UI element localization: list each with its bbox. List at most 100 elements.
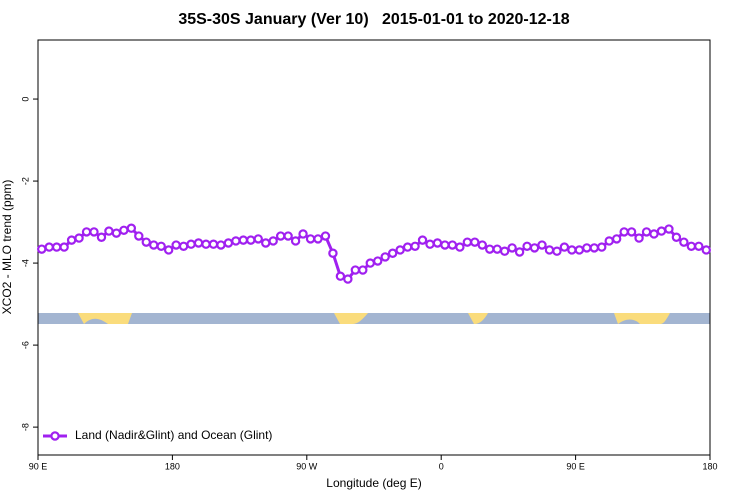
data-point xyxy=(253,234,263,244)
data-point xyxy=(343,274,353,284)
data-point xyxy=(149,240,159,250)
data-point xyxy=(231,236,241,246)
data-point xyxy=(492,244,502,254)
x-axis-label: Longitude (deg E) xyxy=(326,476,421,490)
data-point xyxy=(380,252,390,262)
data-point xyxy=(582,243,592,253)
data-point xyxy=(552,246,562,256)
data-point xyxy=(216,240,226,250)
data-point xyxy=(134,231,144,241)
data-point xyxy=(567,245,577,255)
data-point xyxy=(507,243,517,253)
data-point xyxy=(470,237,480,247)
data-point xyxy=(664,224,674,234)
data-point xyxy=(447,240,458,250)
data-point xyxy=(589,243,599,253)
data-point xyxy=(544,245,555,255)
y-tick-label: -6 xyxy=(20,341,30,349)
data-point xyxy=(417,235,428,245)
data-point xyxy=(365,258,375,268)
data-point xyxy=(350,265,361,275)
data-point xyxy=(485,244,495,254)
data-point xyxy=(126,223,137,233)
data-point xyxy=(44,242,54,252)
data-point xyxy=(619,227,629,237)
y-tick-label: 0 xyxy=(20,97,30,102)
data-point xyxy=(186,239,196,249)
data-point xyxy=(410,241,420,251)
chart-title: 35S-30S January (Ver 10) 2015-01-01 to 2… xyxy=(178,11,569,28)
data-point xyxy=(104,226,114,236)
data-point xyxy=(387,248,398,258)
data-point xyxy=(604,236,614,246)
data-point xyxy=(246,235,256,245)
data-point xyxy=(656,226,667,236)
data-point xyxy=(313,234,323,244)
data-point xyxy=(395,245,405,255)
data-point xyxy=(171,240,181,250)
legend-marker xyxy=(50,431,60,441)
data-point xyxy=(671,232,682,242)
data-point xyxy=(402,242,413,252)
data-point xyxy=(425,239,435,249)
data-point xyxy=(641,227,652,237)
data-point xyxy=(283,231,293,241)
x-tick-label: 90 E xyxy=(566,461,585,471)
data-point xyxy=(163,245,174,255)
y-tick-label: -2 xyxy=(20,177,30,185)
data-point xyxy=(37,244,47,254)
y-tick-label: -4 xyxy=(20,259,30,267)
data-point xyxy=(298,229,308,239)
data-point xyxy=(358,265,368,275)
data-point xyxy=(320,231,331,241)
data-point xyxy=(537,240,547,250)
data-point xyxy=(477,240,487,250)
data-point xyxy=(649,229,659,239)
data-point xyxy=(611,234,622,244)
data-point xyxy=(694,241,704,251)
data-point xyxy=(455,242,465,252)
data-point xyxy=(275,231,286,241)
data-point xyxy=(74,233,84,243)
data-point xyxy=(193,238,204,248)
data-point xyxy=(223,238,234,248)
data-point xyxy=(81,227,92,237)
data-point xyxy=(559,242,570,252)
plot-frame xyxy=(37,39,711,456)
data-point xyxy=(96,232,107,242)
legend-label: Land (Nadir&Glint) and Ocean (Glint) xyxy=(75,428,272,442)
data-point xyxy=(59,242,69,252)
data-point xyxy=(529,243,540,253)
data-point xyxy=(238,235,249,245)
x-tick-label: 0 xyxy=(439,461,444,471)
data-point xyxy=(178,241,189,251)
x-tick-label: 180 xyxy=(165,461,180,471)
x-tick-label: 90 E xyxy=(29,461,48,471)
data-point xyxy=(261,238,271,248)
data-point xyxy=(89,227,99,237)
data-point xyxy=(66,235,77,245)
data-point xyxy=(462,237,473,247)
data-point xyxy=(499,246,510,256)
data-point xyxy=(141,237,151,247)
data-point xyxy=(626,227,637,237)
data-point xyxy=(328,248,338,258)
data-point xyxy=(686,241,697,251)
data-point xyxy=(574,245,585,255)
x-tick-label: 180 xyxy=(702,461,717,471)
data-point xyxy=(514,247,525,257)
data-point xyxy=(208,239,219,249)
y-axis-label: XCO2 - MLO trend (ppm) xyxy=(0,180,14,315)
data-point xyxy=(268,236,278,246)
data-point xyxy=(290,236,301,246)
data-point xyxy=(51,242,62,252)
data-point xyxy=(634,233,644,243)
data-point xyxy=(522,241,532,251)
data-point xyxy=(373,256,383,266)
data-point xyxy=(597,242,607,252)
data-point xyxy=(201,239,211,249)
data-point xyxy=(156,241,166,251)
data-point xyxy=(305,234,316,244)
land-ocean-strip xyxy=(38,313,710,324)
